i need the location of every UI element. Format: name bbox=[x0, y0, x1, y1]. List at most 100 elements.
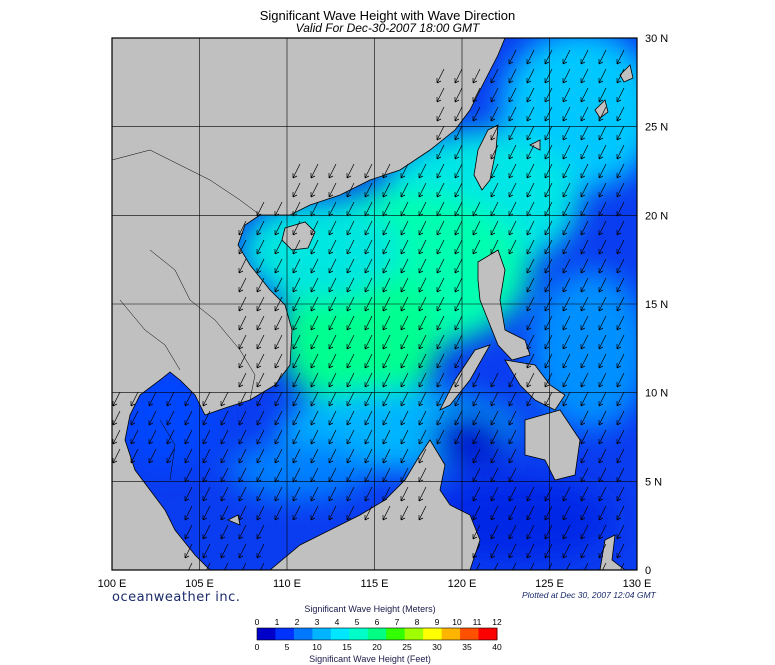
wave-arrow bbox=[544, 239, 553, 255]
wave-arrow bbox=[364, 391, 373, 407]
wave-arrow bbox=[562, 277, 571, 293]
wave-arrow bbox=[418, 258, 427, 274]
wave-arrow bbox=[544, 106, 553, 122]
plotted-time: Plotted at Dec 30, 2007 12:04 GMT bbox=[522, 590, 656, 600]
wave-arrow bbox=[364, 429, 373, 445]
wave-arrow bbox=[454, 429, 463, 445]
colorbar-meter-tick: 10 bbox=[452, 617, 462, 627]
wave-arrow bbox=[148, 391, 157, 407]
wave-arrow bbox=[256, 467, 265, 483]
wave-arrow bbox=[238, 429, 247, 445]
wave-arrow bbox=[436, 429, 445, 445]
colorbar-swatch bbox=[386, 628, 406, 640]
wave-arrow bbox=[364, 201, 373, 217]
wave-arrow bbox=[202, 467, 211, 483]
wave-arrow bbox=[382, 372, 391, 388]
wave-arrow bbox=[346, 410, 355, 426]
wave-arrow bbox=[508, 372, 517, 388]
wave-arrow bbox=[184, 505, 193, 521]
wave-arrow bbox=[544, 315, 553, 331]
wave-arrow bbox=[328, 391, 337, 407]
wave-arrow bbox=[310, 277, 319, 293]
wave-arrow bbox=[472, 505, 481, 521]
wave-arrow bbox=[328, 429, 337, 445]
wave-arrow bbox=[184, 543, 193, 559]
wave-arrow bbox=[580, 68, 589, 84]
colorbar-swatch bbox=[404, 628, 424, 640]
wave-arrow bbox=[526, 296, 535, 312]
wave-arrow bbox=[526, 505, 535, 521]
wave-arrow bbox=[346, 201, 355, 217]
wave-arrow bbox=[202, 486, 211, 502]
wave-arrow bbox=[544, 486, 553, 502]
wave-arrow bbox=[292, 220, 301, 236]
wave-arrow bbox=[562, 524, 571, 540]
wave-arrow bbox=[260, 562, 265, 570]
wave-arrow bbox=[310, 239, 319, 255]
wave-arrow bbox=[400, 277, 409, 293]
wave-arrow bbox=[256, 201, 265, 217]
wave-arrow bbox=[292, 315, 301, 331]
wave-arrow bbox=[436, 182, 445, 198]
wave-arrow bbox=[238, 410, 247, 426]
wave-arrow bbox=[508, 201, 517, 217]
wave-arrow bbox=[548, 562, 553, 570]
wave-arrow bbox=[274, 201, 283, 217]
longitude-label: 125 E bbox=[535, 578, 564, 590]
wave-arrow bbox=[472, 239, 481, 255]
wave-arrow bbox=[382, 505, 391, 521]
wave-arrow bbox=[616, 125, 625, 141]
wave-arrow bbox=[562, 353, 571, 369]
wave-arrow bbox=[328, 467, 337, 483]
wave-arrow bbox=[346, 258, 355, 274]
colorbar-feet-tick: 25 bbox=[402, 642, 412, 652]
wave-arrow bbox=[490, 372, 499, 388]
wave-arrow bbox=[616, 106, 625, 122]
wave-arrow bbox=[364, 334, 373, 350]
wave-arrow bbox=[238, 505, 247, 521]
wave-arrow bbox=[598, 372, 607, 388]
wave-arrow bbox=[382, 410, 391, 426]
wave-arrow bbox=[526, 258, 535, 274]
wave-arrow bbox=[400, 429, 409, 445]
wave-arrow bbox=[382, 315, 391, 331]
wave-arrow bbox=[544, 524, 553, 540]
wave-arrow bbox=[382, 239, 391, 255]
wave-arrow bbox=[292, 239, 301, 255]
wave-arrow bbox=[256, 277, 265, 293]
colorbar-meter-tick: 0 bbox=[255, 617, 260, 627]
wave-arrow bbox=[526, 391, 535, 407]
longitude-labels: 100 E 105 E 110 E 115 E 120 E 125 E 130 E bbox=[98, 578, 652, 590]
colorbar-swatch bbox=[275, 628, 295, 640]
wave-arrow bbox=[220, 410, 229, 426]
wave-arrow bbox=[436, 391, 445, 407]
wave-arrow bbox=[418, 334, 427, 350]
colorbar-meter-tick: 3 bbox=[315, 617, 320, 627]
wave-arrow bbox=[238, 239, 247, 255]
colorbar-meter-tick: 1 bbox=[275, 617, 280, 627]
colorbar-swatch bbox=[349, 628, 369, 640]
wave-arrow bbox=[400, 353, 409, 369]
wave-arrow bbox=[292, 448, 301, 464]
wave-arrow bbox=[148, 410, 157, 426]
wave-arrow bbox=[418, 448, 427, 464]
wave-arrow bbox=[598, 353, 607, 369]
wave-arrow bbox=[112, 429, 121, 445]
wave-arrow bbox=[544, 144, 553, 160]
wave-arrow bbox=[562, 182, 571, 198]
wave-arrow bbox=[598, 277, 607, 293]
wave-arrow bbox=[580, 334, 589, 350]
wave-arrow bbox=[418, 410, 427, 426]
wave-arrow bbox=[580, 543, 589, 559]
wave-arrow bbox=[382, 220, 391, 236]
wave-arrow bbox=[508, 543, 517, 559]
wave-arrow bbox=[598, 163, 607, 179]
wave-arrow bbox=[490, 524, 499, 540]
wave-arrow bbox=[310, 353, 319, 369]
wave-arrow bbox=[256, 315, 265, 331]
wave-arrow bbox=[400, 182, 409, 198]
wave-arrow bbox=[472, 486, 481, 502]
wave-arrow bbox=[346, 163, 355, 179]
wave-arrow bbox=[310, 410, 319, 426]
